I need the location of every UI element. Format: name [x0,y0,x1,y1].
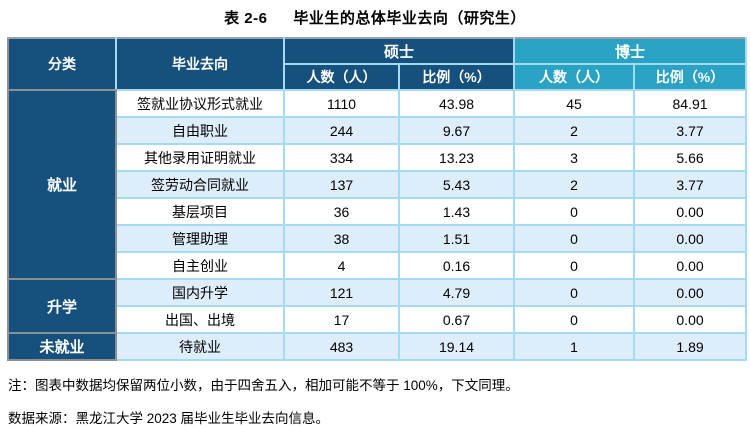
header-doctor-pct: 比例（%） [633,63,748,91]
destination-cell: 其他录用证明就业 [115,143,285,172]
header-category: 分类 [7,37,117,91]
table-row: 升学 国内升学 121 4.79 0 0.00 [7,278,748,334]
header-row-2: 人数（人） 比例（%） 人数（人） 比例（%） [8,63,748,91]
destination-cell: 国内升学 [115,278,285,307]
doctor-pct-cell: 84.91 [633,89,748,118]
footnotes: 注：图表中数据均保留两位小数，由于四舍五入，相加可能不等于 100%，下文同理。… [8,374,750,427]
master-count-cell: 17 [283,305,400,334]
doctor-pct-cell: 0.00 [633,197,748,226]
doctor-count-cell: 2 [513,116,636,145]
master-pct-cell: 0.16 [397,251,516,280]
doctor-pct-cell: 3.77 [633,116,748,145]
master-count-cell: 483 [283,332,400,361]
master-pct-cell: 0.67 [397,305,516,334]
doctor-count-cell: 0 [513,251,636,280]
master-pct-cell: 19.14 [397,332,516,361]
header-master-count: 人数（人） [283,63,400,91]
header-destination: 毕业去向 [115,37,285,91]
doctor-count-cell: 0 [513,278,636,307]
doctor-count-cell: 0 [513,305,636,334]
header-master-pct: 比例（%） [397,63,516,91]
table-row: 基层项目 36 1.43 0 0.00 [8,197,748,226]
table-row: 管理助理 38 1.51 0 0.00 [8,224,748,253]
note-data-source: 数据来源：黑龙江大学 2023 届毕业生毕业去向信息。 [8,411,330,426]
table-row: 其他录用证明就业 334 13.23 3 5.66 [8,143,748,172]
destination-cell: 出国、出境 [115,305,285,334]
destination-cell: 管理助理 [115,224,285,253]
master-count-cell: 1110 [283,89,400,118]
table-row: 出国、出境 17 0.67 0 0.00 [8,305,748,334]
destination-cell: 签劳动合同就业 [115,170,285,199]
master-pct-cell: 1.51 [397,224,516,253]
doctor-count-cell: 2 [513,170,636,199]
master-pct-cell: 5.43 [397,170,516,199]
destination-cell: 基层项目 [115,197,285,226]
table-caption: 表 2-6 毕业生的总体毕业去向（研究生） [0,0,750,28]
doctor-pct-cell: 1.89 [633,332,748,361]
note-rounding: 注：图表中数据均保留两位小数，由于四舍五入，相加可能不等于 100%，下文同理。 [8,378,519,393]
destination-cell: 自由职业 [115,116,285,145]
table-row: 未就业 待就业 483 19.14 1 1.89 [7,332,748,361]
doctor-count-cell: 0 [513,197,636,226]
category-cell-unemployed: 未就业 [7,332,117,361]
header-master: 硕士 [282,37,516,65]
doctor-pct-cell: 5.66 [633,143,748,172]
master-pct-cell: 9.67 [397,116,516,145]
master-count-cell: 244 [283,116,400,145]
master-count-cell: 38 [283,224,400,253]
master-count-cell: 36 [283,197,400,226]
table-row: 自主创业 4 0.16 0 0.00 [8,251,748,280]
header-doctor: 博士 [513,37,748,65]
table-caption-number: 表 2-6 [224,10,268,27]
doctor-count-cell: 3 [513,143,636,172]
doctor-pct-cell: 0.00 [633,278,748,307]
graduate-destination-table: 分类 毕业去向 硕士 博士 人数（人） 比例（%） 人数（人） 比例（%） 就业… [7,37,748,361]
header-doctor-count: 人数（人） [513,63,636,91]
destination-cell: 待就业 [115,332,285,361]
doctor-count-cell: 1 [513,332,636,361]
table-caption-text: 毕业生的总体毕业去向（研究生） [293,10,526,27]
doctor-pct-cell: 0.00 [633,251,748,280]
destination-cell: 自主创业 [115,251,285,280]
master-pct-cell: 1.43 [397,197,516,226]
master-pct-cell: 13.23 [397,143,516,172]
master-count-cell: 121 [283,278,400,307]
doctor-count-cell: 45 [513,89,636,118]
doctor-pct-cell: 3.77 [633,170,748,199]
category-cell-employed: 就业 [7,89,117,280]
table-row: 就业 签就业协议形式就业 1110 43.98 45 84.91 [7,89,748,280]
master-count-cell: 334 [283,143,400,172]
doctor-count-cell: 0 [513,224,636,253]
master-count-cell: 137 [283,170,400,199]
doctor-pct-cell: 0.00 [633,305,748,334]
master-pct-cell: 43.98 [397,89,516,118]
doctor-pct-cell: 0.00 [633,224,748,253]
destination-cell: 签就业协议形式就业 [115,89,285,118]
category-cell-further-study: 升学 [7,278,117,334]
master-count-cell: 4 [283,251,400,280]
master-pct-cell: 4.79 [397,278,516,307]
header-row-1: 分类 毕业去向 硕士 博士 [7,37,748,91]
table-row: 自由职业 244 9.67 2 3.77 [8,116,748,145]
table-row: 签劳动合同就业 137 5.43 2 3.77 [8,170,748,199]
